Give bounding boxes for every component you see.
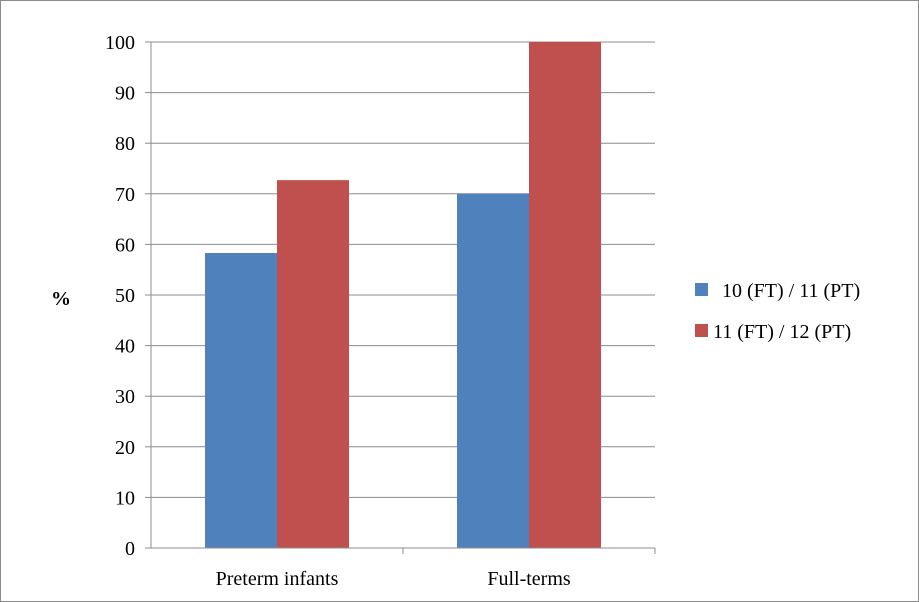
y-tick-label: 40 (115, 336, 135, 358)
legend-swatch-2 (695, 324, 708, 337)
y-tick-label: 90 (115, 83, 135, 105)
x-category-label: Preterm infants (216, 568, 339, 590)
y-tick-labels: 0 10 20 30 40 50 60 70 80 90 100 (105, 32, 135, 560)
legend-label-1: 10 (FT) / 11 (PT) (722, 280, 860, 302)
y-tick-label: 100 (105, 32, 135, 54)
y-axis-title: % (51, 288, 71, 310)
bars (205, 42, 601, 549)
legend-label-2: 11 (FT) / 12 (PT) (713, 321, 851, 343)
bar-2-1 (277, 180, 349, 548)
legend: 10 (FT) / 11 (PT) 11 (FT) / 12 (PT) (695, 280, 860, 343)
y-tick-label: 70 (115, 184, 135, 206)
x-category-labels: Preterm infants Full-terms (216, 548, 656, 590)
y-tick-label: 10 (115, 487, 135, 509)
legend-swatch-1 (695, 283, 708, 296)
x-category-label: Full-terms (487, 568, 571, 590)
bar-1-2 (457, 193, 529, 549)
bar-2-2 (529, 42, 601, 548)
y-tick-label: 50 (115, 285, 135, 307)
y-tick-label: 0 (125, 538, 135, 560)
y-tick-label: 30 (115, 386, 135, 408)
y-tick-label: 20 (115, 437, 135, 459)
y-tick-label: 60 (115, 234, 135, 256)
y-tick-label: 80 (115, 133, 135, 155)
bar-1-1 (205, 253, 277, 548)
